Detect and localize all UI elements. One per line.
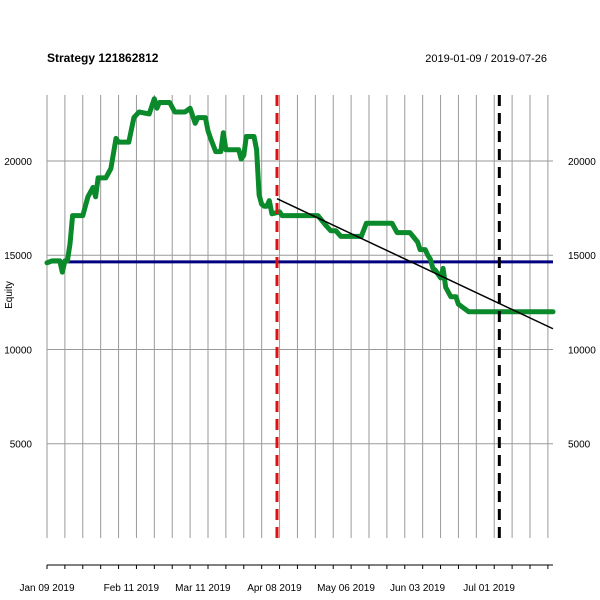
y-tick-label-left: 20000: [4, 157, 32, 168]
marker-layer: [275, 95, 501, 538]
y-axis-title: Equity: [4, 281, 15, 309]
y-tick-label-left: 10000: [4, 345, 32, 356]
trend-line: [276, 198, 554, 330]
y-tick-label-right: 5000: [568, 440, 591, 451]
axis-layer: 5000 5000 10000 10000 15000 15000 20000 20000 Ja…: [4, 157, 596, 594]
grid-layer: [46, 95, 553, 538]
chart-title: Strategy 121862812: [47, 51, 159, 65]
x-tick-label: Apr 08 2019: [247, 583, 302, 594]
y-tick-label-right: 20000: [568, 157, 596, 168]
equity-series-line: [44, 96, 556, 315]
y-tick-label-left: 15000: [4, 251, 32, 262]
x-tick-label: Jan 09 2019: [19, 583, 74, 594]
y-tick-label-left: 5000: [10, 440, 33, 451]
x-tick-label: May 06 2019: [317, 583, 375, 594]
series-layer: [44, 96, 556, 315]
date-range-label: 2019-01-09 / 2019-07-26: [425, 53, 547, 65]
y-tick-label-right: 15000: [568, 251, 596, 262]
x-tick-label: Jul 01 2019: [463, 583, 515, 594]
x-tick-label: Jun 03 2019: [390, 583, 445, 594]
trend-layer: [276, 198, 554, 330]
x-tick-label: Feb 11 2019: [104, 583, 160, 594]
y-tick-label-right: 10000: [568, 345, 596, 356]
x-tick-label: Mar 11 2019: [175, 583, 231, 594]
